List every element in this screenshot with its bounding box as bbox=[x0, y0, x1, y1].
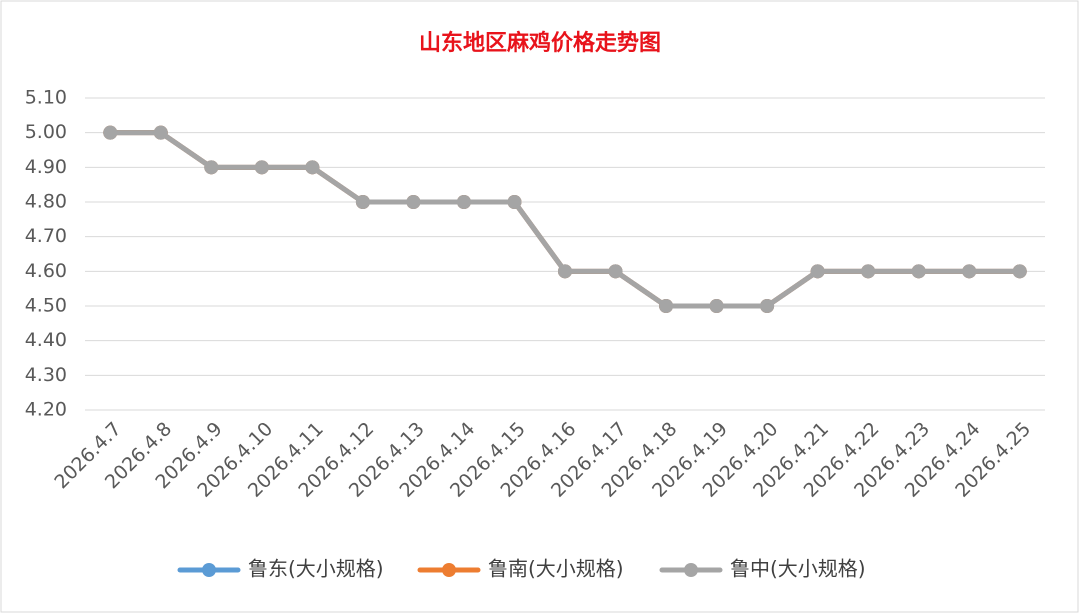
data-point bbox=[709, 299, 724, 313]
data-point bbox=[204, 160, 219, 175]
data-point bbox=[456, 195, 471, 209]
data-point bbox=[810, 264, 825, 279]
data-point bbox=[558, 264, 572, 279]
y-tick-label: 5.10 bbox=[25, 87, 67, 109]
data-point bbox=[103, 125, 118, 140]
y-tick-label: 4.90 bbox=[25, 156, 67, 178]
y-tick-label: 4.80 bbox=[25, 191, 67, 213]
y-tick-label: 4.40 bbox=[25, 329, 67, 351]
data-point bbox=[1012, 264, 1027, 279]
y-tick-label: 4.70 bbox=[25, 225, 67, 247]
legend-label: 鲁南(大小规格) bbox=[488, 557, 624, 581]
legend-label: 鲁中(大小规格) bbox=[730, 557, 866, 581]
data-point bbox=[355, 195, 370, 209]
data-point bbox=[507, 195, 522, 209]
data-point bbox=[962, 264, 977, 279]
legend-marker bbox=[202, 563, 216, 577]
legend-marker bbox=[684, 563, 698, 577]
legend-label: 鲁东(大小规格) bbox=[248, 557, 384, 581]
data-point bbox=[861, 264, 876, 279]
y-tick-label: 5.00 bbox=[25, 121, 67, 143]
y-tick-label: 4.20 bbox=[25, 399, 67, 421]
data-point bbox=[254, 160, 269, 175]
y-tick-label: 4.60 bbox=[25, 260, 67, 282]
y-tick-label: 4.50 bbox=[25, 295, 67, 317]
y-tick-label: 4.30 bbox=[25, 364, 67, 386]
data-point bbox=[659, 299, 674, 313]
data-point bbox=[760, 299, 775, 313]
data-point bbox=[153, 125, 168, 140]
data-point bbox=[406, 195, 421, 209]
data-point bbox=[911, 264, 926, 279]
data-point bbox=[608, 264, 623, 279]
data-point bbox=[305, 160, 320, 175]
chart-title: 山东地区麻鸡价格走势图 bbox=[419, 30, 661, 56]
legend-marker bbox=[442, 563, 456, 577]
